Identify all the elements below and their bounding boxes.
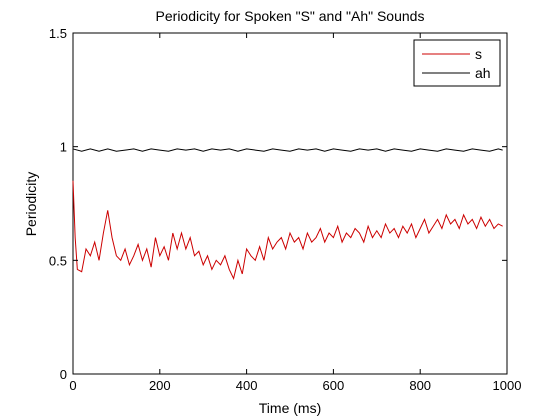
chart-title: Periodicity for Spoken "S" and "Ah" Soun… [156, 8, 425, 24]
x-tick-label: 0 [69, 378, 76, 393]
x-axis-title: Time (ms) [259, 400, 321, 416]
plot-area [72, 32, 508, 375]
y-tick-label: 0 [60, 367, 67, 382]
series-layer [72, 148, 503, 281]
x-tick-label: 200 [149, 378, 171, 393]
legend: s ah [413, 39, 501, 87]
y-tick-label: 1 [60, 140, 67, 155]
series-line-ah [72, 148, 503, 152]
x-tick-label: 800 [409, 378, 431, 393]
y-axis-title: Periodicity [23, 172, 39, 237]
x-tick-label: 1000 [493, 378, 522, 393]
x-tick-label: 600 [323, 378, 345, 393]
legend-label-ah: ah [475, 65, 491, 81]
legend-label-s: s [475, 46, 482, 62]
y-tick-label: 1.5 [49, 26, 67, 41]
series-line-s [72, 180, 503, 281]
legend-box [413, 39, 501, 87]
y-tick-label: 0.5 [49, 253, 67, 268]
x-tick-label: 400 [236, 378, 258, 393]
ticks-layer: 0 200 400 600 800 1000 0 0.5 1 1.5 [49, 26, 522, 393]
